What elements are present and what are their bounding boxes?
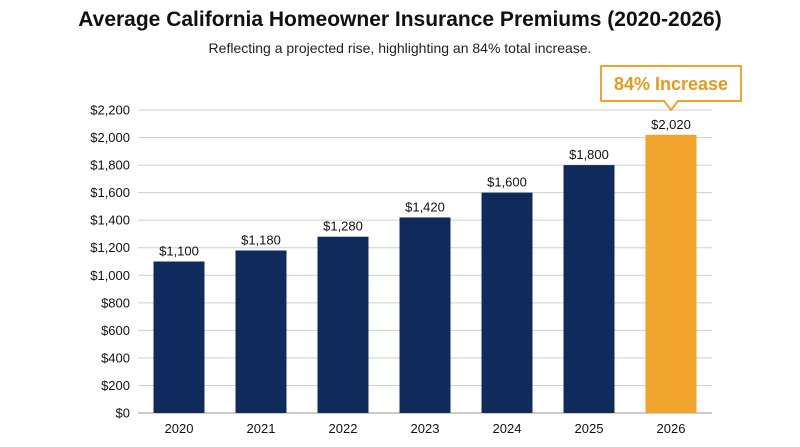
data-label: $1,600: [487, 175, 527, 190]
increase-callout-box: [600, 65, 742, 111]
data-label: $1,800: [569, 147, 609, 162]
x-tick-label: 2020: [165, 421, 194, 436]
y-tick-label: $0: [116, 406, 130, 421]
bar: [563, 165, 615, 413]
increase-callout-label: 84% Increase: [614, 74, 728, 94]
y-tick-label: $1,600: [90, 185, 130, 200]
y-tick-label: $2,200: [90, 103, 130, 118]
y-tick-label: $200: [101, 378, 130, 393]
data-label: $1,100: [159, 244, 199, 259]
x-tick-label: 2025: [575, 421, 604, 436]
y-tick-label: $1,200: [90, 240, 130, 255]
x-tick-label: 2022: [329, 421, 358, 436]
bar: [317, 236, 369, 413]
bar: [235, 250, 287, 413]
y-tick-label: $1,800: [90, 158, 130, 173]
y-tick-label: $400: [101, 350, 130, 365]
chart-title: Average California Homeowner Insurance P…: [78, 8, 722, 31]
x-tick-label: 2026: [657, 421, 686, 436]
bar: [645, 134, 697, 414]
data-label: $2,020: [651, 117, 691, 132]
y-tick-label: $2,000: [90, 130, 130, 145]
chart-subtitle: Reflecting a projected rise, highlightin…: [208, 40, 592, 56]
bar: [153, 261, 205, 413]
y-tick-label: $800: [101, 295, 130, 310]
y-tick-label: $1,400: [90, 213, 130, 228]
x-tick-label: 2021: [247, 421, 276, 436]
bar: [481, 192, 533, 413]
data-label: $1,180: [241, 232, 281, 247]
data-label: $1,280: [323, 219, 363, 234]
y-tick-label: $600: [101, 323, 130, 338]
bar: [399, 217, 451, 413]
data-label: $1,420: [405, 199, 445, 214]
x-tick-label: 2023: [411, 421, 440, 436]
y-tick-label: $1,000: [90, 268, 130, 283]
x-tick-label: 2024: [493, 421, 522, 436]
